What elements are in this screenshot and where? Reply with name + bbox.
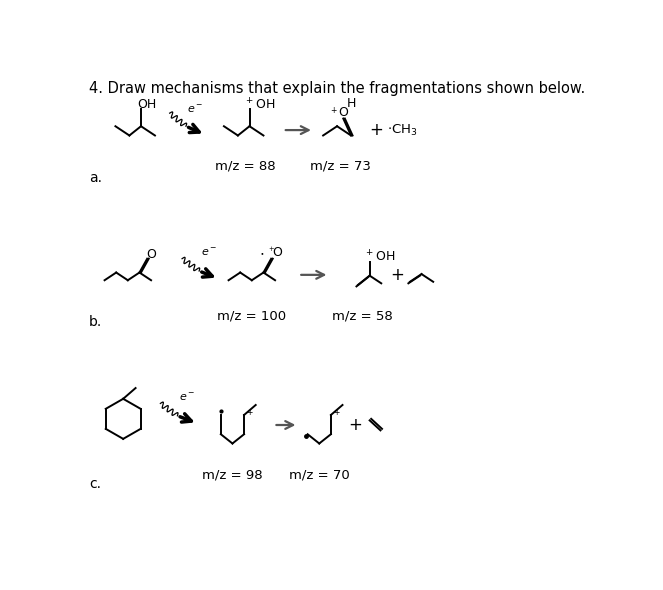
Text: $\cdot$CH$_3$: $\cdot$CH$_3$ (387, 123, 418, 137)
Text: e$^-$: e$^-$ (187, 104, 203, 115)
Text: $^+$: $^+$ (330, 106, 339, 116)
Text: m/z = 100: m/z = 100 (217, 310, 286, 323)
Text: +: + (349, 416, 363, 434)
Text: m/z = 73: m/z = 73 (310, 159, 371, 172)
Text: 4. Draw mechanisms that explain the fragmentations shown below.: 4. Draw mechanisms that explain the frag… (89, 81, 585, 96)
Text: $^+$: $^+$ (332, 408, 341, 418)
Text: m/z = 98: m/z = 98 (202, 469, 263, 482)
Text: b.: b. (89, 315, 102, 329)
Text: e$^-$: e$^-$ (179, 392, 195, 403)
Text: m/z = 88: m/z = 88 (215, 159, 276, 172)
Text: +: + (369, 121, 383, 139)
Text: O: O (272, 246, 282, 259)
Text: e$^-$: e$^-$ (201, 247, 217, 258)
Text: O: O (147, 248, 156, 261)
Text: O: O (339, 106, 349, 119)
Text: m/z = 70: m/z = 70 (289, 469, 349, 482)
Text: $^+$: $^+$ (245, 408, 254, 418)
Text: OH: OH (137, 98, 156, 111)
Text: $^+$OH: $^+$OH (244, 97, 275, 112)
Text: $\cdot$: $\cdot$ (259, 245, 265, 260)
Text: m/z = 58: m/z = 58 (332, 310, 392, 323)
Text: +: + (390, 266, 404, 284)
Text: $^+$: $^+$ (267, 246, 275, 256)
Text: c.: c. (89, 477, 101, 491)
Text: H: H (346, 97, 356, 110)
Text: a.: a. (89, 171, 102, 185)
Text: $^+$OH: $^+$OH (364, 250, 395, 265)
